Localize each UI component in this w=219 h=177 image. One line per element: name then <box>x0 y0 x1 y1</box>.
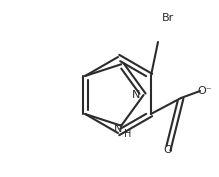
Text: Br: Br <box>162 13 174 23</box>
Text: O: O <box>164 145 172 155</box>
Text: O⁻: O⁻ <box>198 86 212 96</box>
Text: N: N <box>114 124 122 134</box>
Text: N: N <box>131 90 140 100</box>
Text: H: H <box>124 129 131 139</box>
